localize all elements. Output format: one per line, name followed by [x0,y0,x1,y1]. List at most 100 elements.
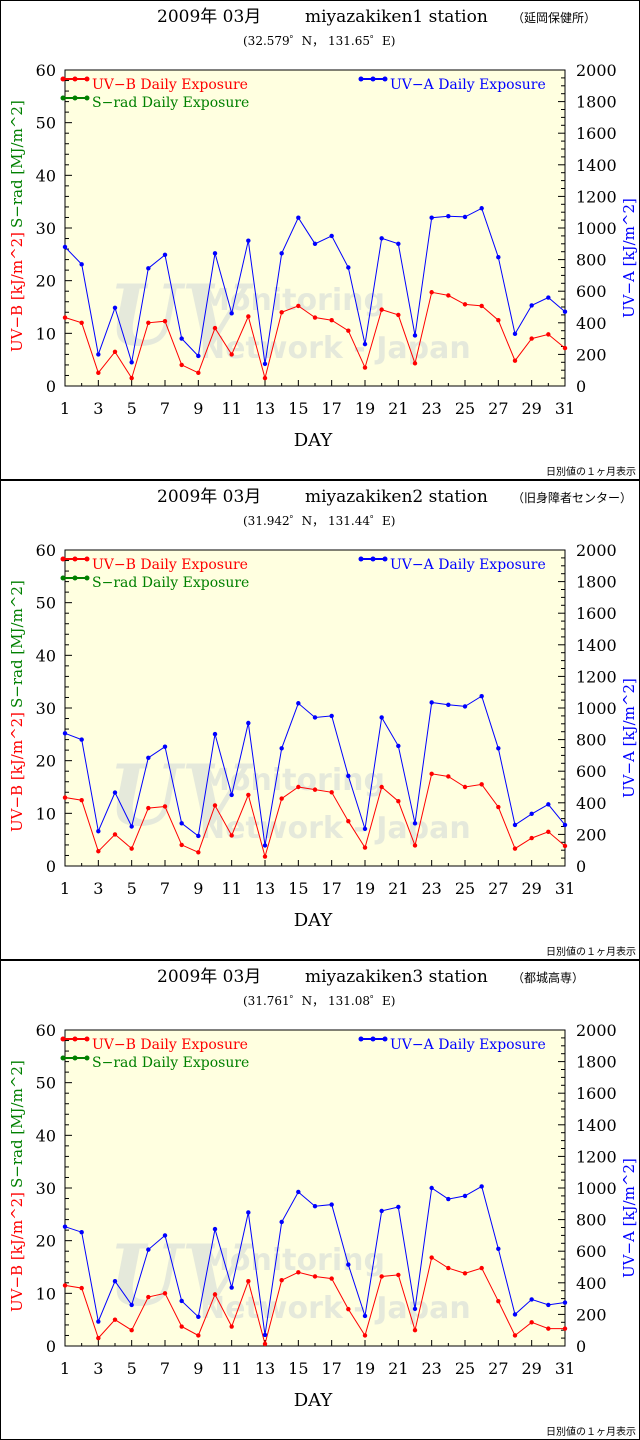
left-tick-label: 20 [36,272,56,291]
uvb-series-point [162,319,168,324]
uvb-series-point [212,803,218,808]
uvb-series-point [462,302,468,307]
left-tick-label: 30 [36,699,56,718]
legend-srad-marker-dot [84,1055,90,1061]
y-axis-label-uva: UV−A [kJ/m^2] [620,198,638,318]
uvb-series-point [179,1324,184,1329]
uva-series-point [479,206,484,211]
x-tick-label: 1 [60,879,70,898]
right-tick-label: 400 [576,314,607,333]
uva-series-point [462,214,468,220]
x-tick-label: 31 [555,1359,575,1378]
uvb-series-point [246,792,251,798]
right-tick-label: 1400 [576,156,617,175]
uva-series-point [112,790,118,795]
uva-series-point [329,1202,334,1207]
right-tick-label: 0 [576,857,586,876]
legend-srad-marker-dot [72,575,78,581]
x-tick-label: 27 [488,399,508,418]
uva-series-point [279,1219,284,1225]
right-tick-label: 600 [576,1242,607,1261]
legend-uva-marker-dot [382,1036,388,1042]
x-tick-label: 15 [288,1359,308,1378]
uva-series-point [62,244,68,250]
uva-series-point [512,822,518,828]
uva-series-point [246,720,251,726]
uva-series-point [312,715,318,720]
uvb-series-point [112,832,118,837]
uvb-series-point [196,370,201,376]
left-tick-label: 30 [36,1179,56,1198]
watermark-line2: Network - Japan [200,1291,471,1326]
x-tick-label: 3 [93,1359,103,1378]
uvb-series-point [329,317,334,323]
uvb-series-point [462,784,468,790]
left-tick-label: 30 [36,219,56,238]
station-name: miyazakiken2 station [305,487,488,507]
legend-uva-marker-dot [370,1036,376,1042]
uvb-series-point [346,819,351,824]
left-tick-label: 10 [36,804,56,823]
uvb-series-point [62,315,68,320]
uvb-series-point [162,804,168,809]
uva-series-point [446,213,451,219]
watermark-uv: UV [108,266,254,365]
uva-series-point [362,1313,368,1319]
uva-series-point [396,743,401,749]
uvb-series-point [96,1335,101,1341]
x-tick-label: 29 [521,399,541,418]
uva-series-point [479,693,484,699]
uva-series-point [296,1189,301,1195]
uva-series-point [529,303,534,308]
uva-series-point [146,755,151,760]
uvb-series-point [546,1326,551,1331]
x-axis-label: DAY [294,1390,334,1411]
legend-srad-marker-dot [84,575,90,581]
watermark-line2: Network - Japan [200,811,471,846]
uvb-series-point [296,303,301,309]
uva-series-point [179,1298,184,1304]
left-tick-label: 10 [36,1284,56,1303]
uva-series-point [246,238,251,243]
uvb-series-point [146,1294,151,1300]
uva-series-point [496,1246,501,1252]
uvb-series-point [312,1274,318,1279]
left-tick-label: 40 [36,646,56,665]
uvb-series-point [362,845,368,850]
uva-series-point [79,262,84,267]
uvb-series-point [396,799,401,804]
uva-series-point [96,829,101,834]
x-tick-label: 13 [255,1359,275,1378]
left-tick-label: 60 [36,1021,56,1040]
plot-area [64,69,566,387]
uva-series-point [562,1300,568,1305]
uvb-series-point [412,361,418,366]
watermark-uv: UV [108,1226,254,1325]
uva-series-point [496,255,501,260]
uva-series-point [279,251,284,256]
right-tick-label: 1000 [576,699,617,718]
x-tick-label: 23 [421,1359,441,1378]
left-tick-label: 0 [46,857,56,876]
right-tick-label: 600 [576,282,607,301]
uvb-series-point [79,320,84,325]
station-location: （都城高専） [512,970,584,985]
uva-series-point [262,843,268,848]
legend-uvb-marker-dot [72,556,78,562]
uvb-series-point [329,790,334,795]
uvb-series-point [512,1333,518,1338]
uvb-series-point [112,349,118,354]
uvb-series-point [296,1270,301,1275]
uvb-series-point [279,1277,284,1283]
chart-title: 2009年 03月 [157,7,261,27]
legend-srad-marker-dot [72,1055,78,1061]
uva-series-point [262,361,268,367]
x-tick-label: 21 [388,1359,408,1378]
uvb-series-point [212,325,218,331]
right-tick-label: 1800 [576,1053,617,1072]
x-tick-label: 31 [555,399,575,418]
x-tick-label: 5 [127,1359,137,1378]
y-axis-label-uvb: UV−B [kJ/m^2] [8,1192,26,1312]
uva-series-point [546,1302,551,1308]
